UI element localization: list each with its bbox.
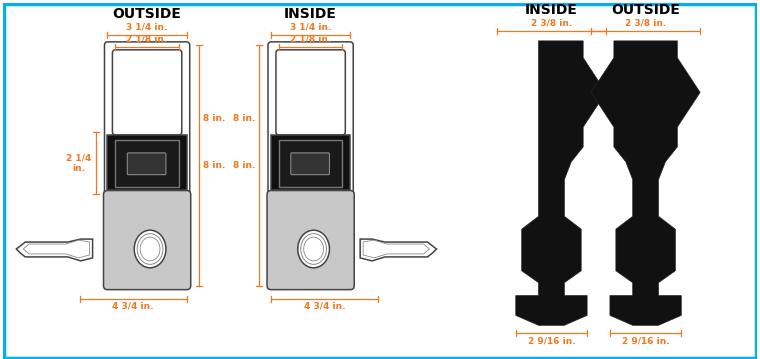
Polygon shape [16, 239, 93, 261]
Bar [271, 135, 350, 190]
Text: 8 in.: 8 in. [203, 161, 225, 170]
FancyBboxPatch shape [112, 50, 182, 135]
Text: 8 in.: 8 in. [203, 114, 225, 123]
Text: INSIDE: INSIDE [284, 7, 337, 21]
Text: 2 3/8 in.: 2 3/8 in. [530, 19, 572, 28]
Text: 2 1/8 in.: 2 1/8 in. [126, 35, 168, 44]
Text: OUTSIDE: OUTSIDE [611, 3, 680, 17]
Polygon shape [516, 41, 606, 325]
Text: 3 1/4 in.: 3 1/4 in. [126, 23, 168, 32]
FancyBboxPatch shape [103, 191, 191, 290]
Polygon shape [360, 239, 436, 261]
Bar [279, 140, 342, 187]
Text: INSIDE: INSIDE [525, 3, 578, 17]
FancyBboxPatch shape [276, 50, 345, 135]
Text: OUTSIDE: OUTSIDE [112, 7, 182, 21]
Text: 4 3/4 in.: 4 3/4 in. [304, 302, 345, 311]
FancyBboxPatch shape [291, 153, 329, 175]
Polygon shape [591, 41, 700, 325]
FancyBboxPatch shape [268, 42, 353, 195]
FancyBboxPatch shape [104, 42, 190, 195]
Text: 2 3/8 in.: 2 3/8 in. [625, 19, 667, 28]
Text: 2 9/16 in.: 2 9/16 in. [622, 336, 670, 345]
FancyBboxPatch shape [267, 191, 354, 290]
Bar [116, 140, 179, 187]
Text: 2 1/4
in.: 2 1/4 in. [66, 154, 92, 173]
Text: 2 1/8 in.: 2 1/8 in. [290, 35, 331, 44]
Text: 2 9/16 in.: 2 9/16 in. [527, 336, 575, 345]
Ellipse shape [135, 230, 166, 268]
Bar [107, 135, 187, 190]
Text: 3 1/4 in.: 3 1/4 in. [290, 23, 331, 32]
Text: 8 in.: 8 in. [233, 114, 255, 123]
Text: 8 in.: 8 in. [233, 161, 255, 170]
FancyBboxPatch shape [127, 153, 166, 175]
Text: 4 3/4 in.: 4 3/4 in. [112, 302, 154, 311]
Ellipse shape [298, 230, 329, 268]
